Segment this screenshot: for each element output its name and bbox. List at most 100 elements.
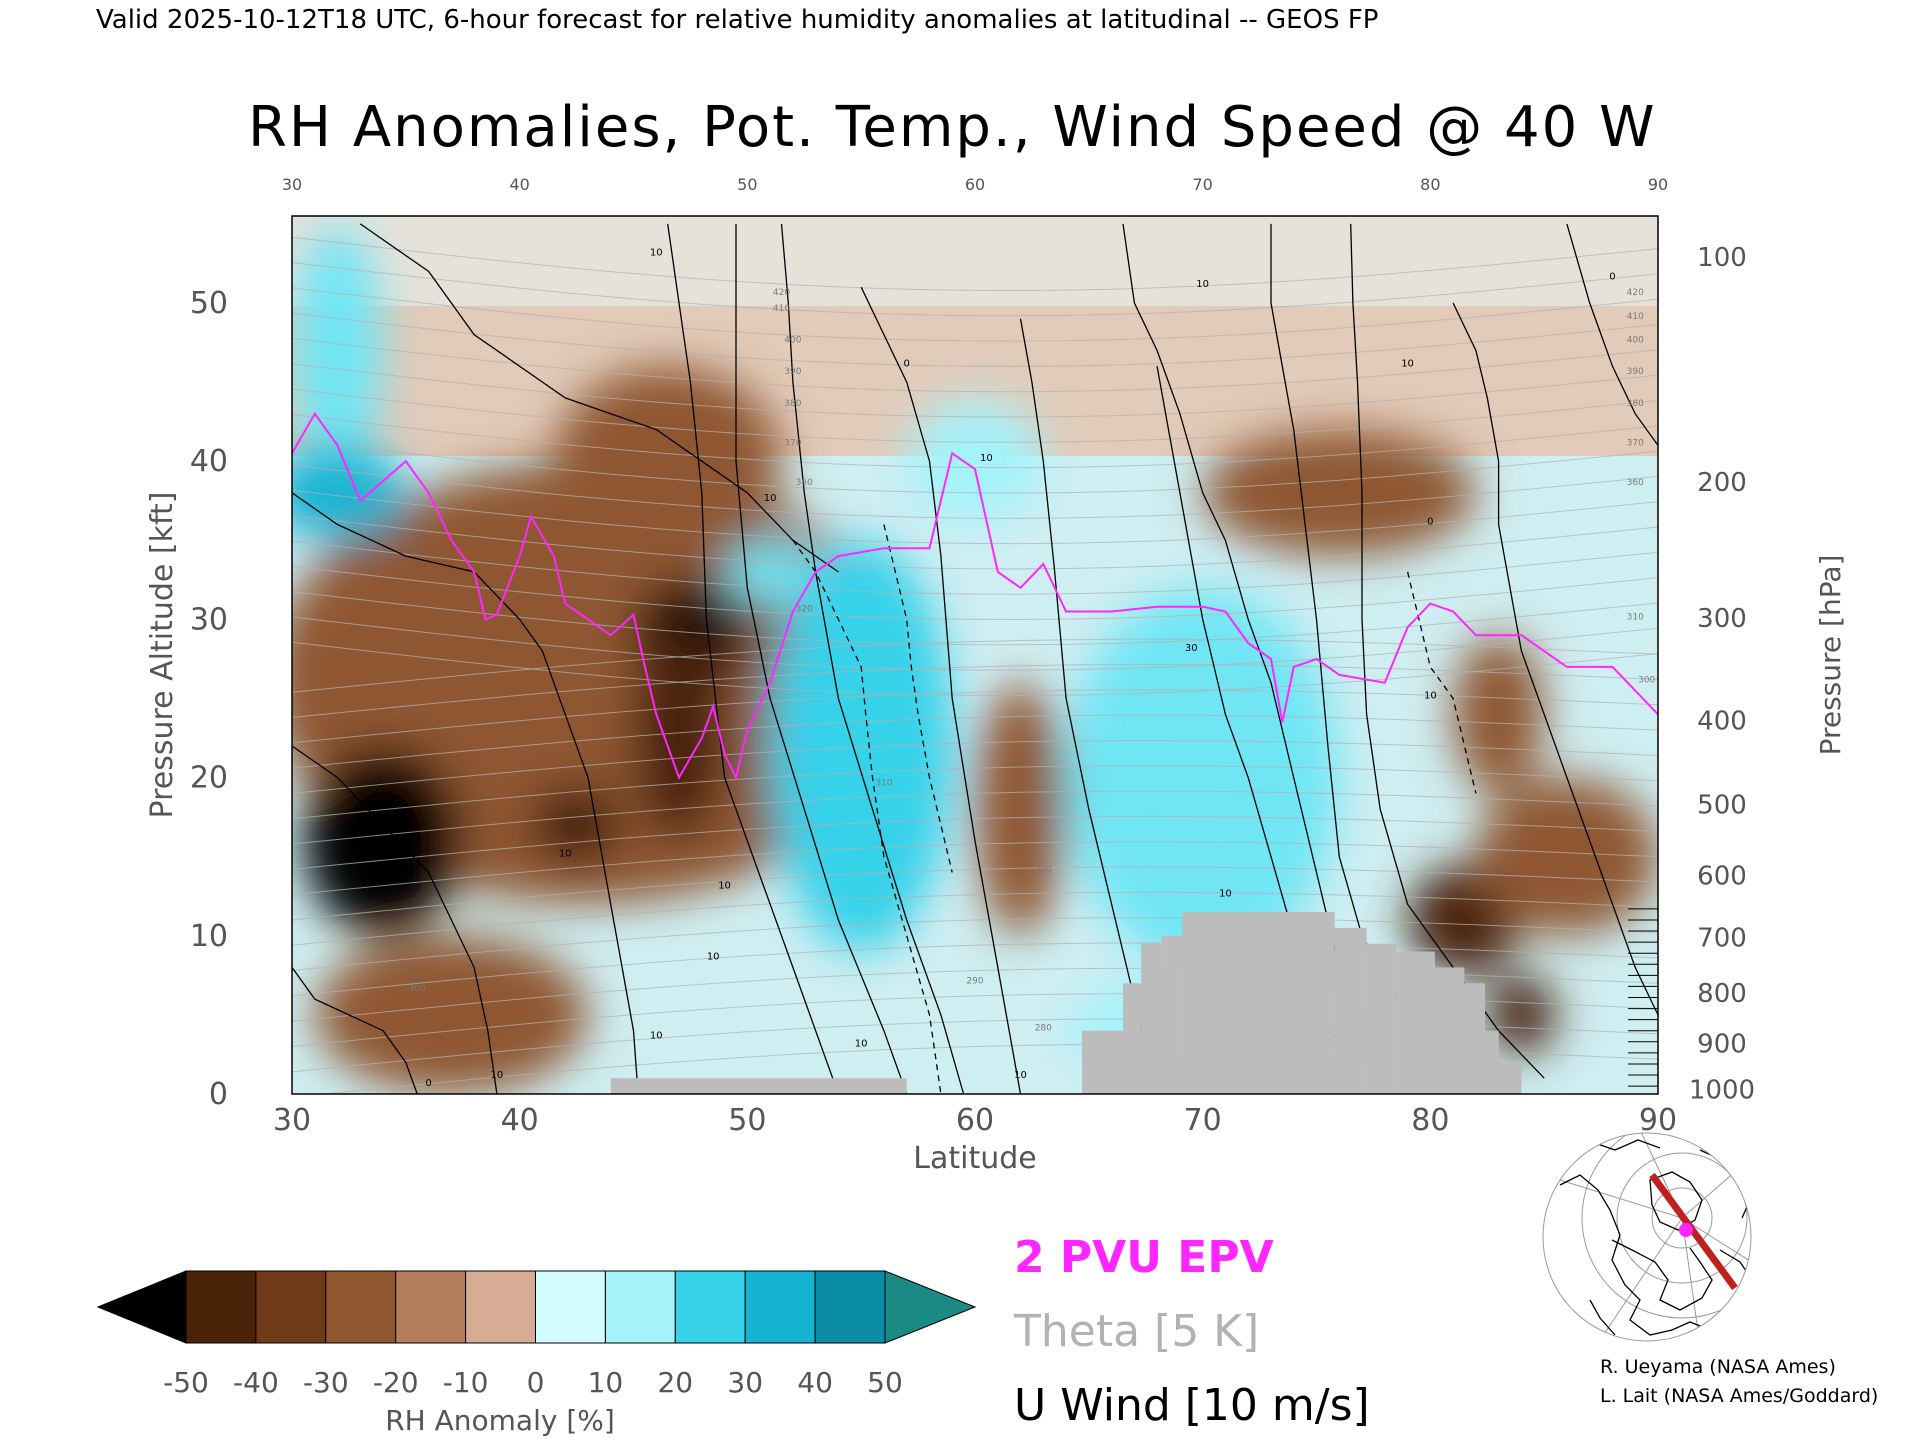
terrain-block-3: [1141, 943, 1162, 1094]
wind-label-6: 0: [1427, 516, 1433, 527]
terrain-block-2: [1122, 983, 1142, 1094]
rh-blob-1: [303, 745, 463, 936]
track-marker: [1679, 1223, 1693, 1237]
theta-line-26: [292, 413, 1658, 469]
theta-line-23: [292, 489, 1658, 545]
theta-line-14: [292, 689, 1658, 744]
legend-epv: 2 PVU EPV: [1014, 1232, 1274, 1283]
colorbar-box-5: [535, 1270, 606, 1344]
rh-blob-15: [1475, 777, 1658, 936]
theta-line-9: [292, 815, 1658, 870]
theta-label-2: 400: [784, 336, 801, 346]
theta-line-32: [292, 262, 1658, 317]
theta-line-21: [292, 540, 1658, 595]
theta-line-28: [292, 363, 1658, 418]
wind-label-2: 10: [980, 453, 993, 464]
x-top-tick-label-40: 40: [509, 175, 529, 194]
x-axis-label: Latitude: [913, 1141, 1036, 1176]
wind-label-15: 10: [855, 1039, 868, 1050]
y-axis-right: 100 200 300 400 500 600 700 800 900 1000: [1689, 243, 1755, 1105]
legend-theta: Theta [5 K]: [1013, 1306, 1259, 1357]
y-axis-left: 0 10 20 30 40 50: [190, 286, 228, 1112]
colorbar-box-7: [674, 1270, 746, 1344]
pressure-tick-label-500: 500: [1697, 790, 1747, 820]
y-tick-label-30: 30: [190, 602, 228, 637]
theta-line-12: [292, 739, 1658, 794]
colorbar-tick-label-8: 30: [727, 1366, 763, 1399]
theta-line-22: [292, 515, 1658, 570]
x-top-tick-label-90: 90: [1648, 175, 1668, 194]
terrain-block-6: [1334, 927, 1367, 1094]
cross-section-track: [1649, 1172, 1738, 1291]
rh-blob-18: [314, 935, 588, 1094]
theta-label-11: 290: [966, 976, 983, 986]
wind-line-2: [735, 223, 908, 1094]
y-tick-label-50: 50: [190, 286, 228, 321]
theta-label-18: 370: [1627, 438, 1644, 448]
terrain-block-9: [1434, 967, 1465, 1094]
wind-label-11: 10: [650, 1031, 663, 1042]
wind-label-10: 10: [718, 880, 731, 891]
theta-line-15: [292, 663, 1658, 718]
theta-line-27: [292, 388, 1658, 443]
x-tick-label-70: 70: [1184, 1103, 1222, 1138]
colorbar-box-8: [744, 1270, 816, 1344]
colorbar-tick-label-1: -40: [233, 1366, 279, 1399]
rh-blob-9: [975, 682, 1067, 936]
wind-label-13: 0: [425, 1078, 431, 1089]
theta-label-5: 370: [784, 438, 801, 448]
wind-line-11: [292, 745, 498, 1094]
wind-line-16: [883, 524, 953, 873]
x-tick-label-30: 30: [273, 1103, 311, 1138]
x-top-tick-label-80: 80: [1420, 175, 1440, 194]
theta-label-3: 390: [784, 367, 801, 377]
y-axis-right-label: Pressure [hPa]: [1814, 555, 1847, 756]
y-tick-label-40: 40: [190, 444, 228, 479]
x-top-tick-label-70: 70: [1192, 175, 1212, 194]
wind-line-1: [667, 223, 840, 1094]
colorbar-box-3: [395, 1270, 467, 1344]
x-tick-label-80: 80: [1411, 1103, 1449, 1138]
theta-line-16: [292, 638, 1658, 693]
theta-label-12: 280: [1035, 1024, 1052, 1034]
theta-label-7: 320: [796, 604, 813, 614]
wind-label-5: 0: [1609, 271, 1615, 282]
epv-path: [292, 411, 1658, 781]
wind-line-15: [792, 539, 942, 1094]
wind-line-0: [359, 223, 839, 573]
theta-label-1: 410: [773, 304, 790, 314]
epv-2pvu-contour: [292, 411, 1658, 781]
theta-line-17: [292, 641, 1658, 697]
terrain-block-12: [1498, 1062, 1522, 1094]
x-top-tick-label-60: 60: [965, 175, 985, 194]
theta-line-13: [292, 714, 1658, 769]
map-inset: [1542, 1132, 1752, 1342]
wind-label-7: 10: [764, 493, 777, 504]
theta-label-17: 380: [1627, 399, 1644, 409]
colorbar-tick-label-6: 10: [588, 1366, 624, 1399]
y-tick-label-0: 0: [209, 1077, 228, 1112]
theta-line-10: [292, 790, 1658, 845]
x-tick-label-50: 50: [728, 1103, 766, 1138]
terrain-block-11: [1484, 1030, 1499, 1094]
theta-contours: [292, 236, 1658, 1094]
colorbar-tick-label-7: 20: [657, 1366, 693, 1399]
theta-label-0: 420: [773, 288, 790, 298]
colorbar-label: RH Anomaly [%]: [385, 1404, 615, 1437]
colorbar-tick-label-2: -30: [303, 1366, 349, 1399]
theta-line-31: [292, 287, 1658, 342]
wind-contours: [292, 223, 1658, 1094]
upper-stratosphere-band: [292, 216, 1658, 306]
wind-label-12: 10: [491, 1070, 504, 1081]
colorbar: -50 -40 -30 -20 -10 0 10 20 30 40 50: [96, 1270, 977, 1399]
rh-blob-11: [1066, 587, 1340, 968]
theta-label-9: 300: [409, 984, 426, 994]
wind-line-9: [1566, 223, 1658, 446]
terrain-block-0: [610, 1078, 907, 1094]
pressure-tick-label-700: 700: [1697, 923, 1747, 953]
pressure-tick-label-400: 400: [1697, 707, 1747, 737]
y-tick-label-20: 20: [190, 761, 228, 796]
pressure-tick-marks: [1628, 908, 1658, 1087]
colorbar-box-1: [255, 1270, 327, 1344]
theta-label-21: 300: [1638, 676, 1655, 686]
